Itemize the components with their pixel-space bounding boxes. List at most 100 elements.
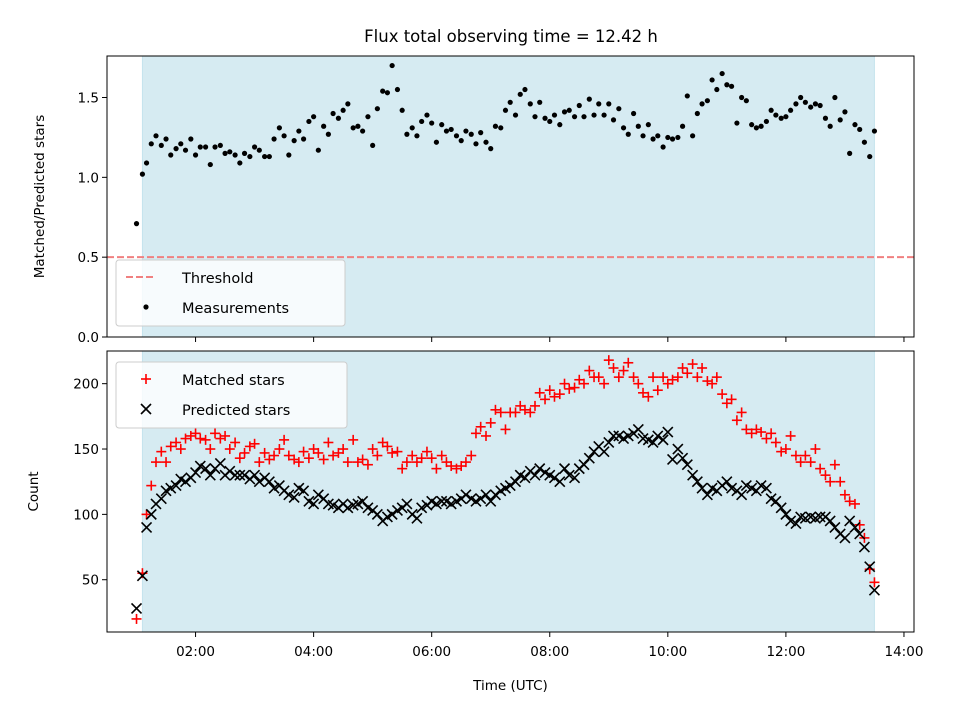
measurement-point: [276, 125, 282, 131]
measurement-point: [537, 99, 543, 105]
matched-star-point: [426, 453, 437, 464]
measurement-point: [527, 101, 533, 107]
y-tick-label: 1.5: [78, 91, 99, 107]
measurement-point: [517, 91, 523, 97]
matched-star-point: [470, 428, 481, 439]
measurement-point: [743, 98, 749, 104]
matched-star-point: [667, 374, 678, 385]
measurement-point: [463, 128, 469, 134]
measurement-point: [251, 144, 258, 150]
legend-label-measurements: Measurements: [182, 301, 289, 317]
measurement-point: [758, 123, 764, 129]
measurement-point: [616, 106, 622, 112]
measurement-point: [468, 131, 474, 137]
measurement-point: [709, 77, 715, 83]
measurement-point: [188, 136, 194, 142]
predicted-star-point: [145, 508, 157, 520]
predicted-star-point: [327, 499, 339, 511]
measurement-point: [596, 101, 602, 107]
matched-star-point: [756, 427, 767, 438]
measurement-point: [655, 133, 661, 139]
matched-star-point: [421, 446, 432, 457]
measurement-point: [679, 123, 686, 129]
matched-star-point: [829, 459, 840, 470]
matched-star-point: [210, 428, 221, 439]
measurement-point: [439, 122, 445, 128]
predicted-star-point: [136, 570, 148, 582]
y-tick-label: 0.0: [78, 330, 99, 346]
predicted-star-point: [829, 521, 841, 534]
matched-star-point: [687, 359, 698, 370]
matched-star-point: [313, 447, 324, 458]
legend-predicted-swatch: [140, 403, 152, 415]
predicted-star-point: [607, 430, 620, 442]
matched-star-point: [165, 441, 176, 452]
measurement-point: [694, 110, 700, 117]
predicted-star-point: [253, 476, 265, 488]
matched-star-point: [274, 444, 285, 455]
matched-star-point: [190, 428, 201, 439]
predicted-star-point: [691, 476, 703, 488]
predicted-star-point: [647, 436, 659, 449]
matched-star-point: [490, 404, 501, 415]
measurement-point: [478, 130, 484, 136]
y-tick-label: 0.5: [78, 250, 99, 266]
measurement-point: [419, 118, 425, 125]
predicted-star-point: [485, 495, 497, 507]
measurement-point: [788, 107, 794, 113]
measurement-point: [606, 101, 612, 107]
matched-star-point: [770, 437, 781, 448]
predicted-star-point: [755, 480, 767, 492]
predicted-star-point: [849, 521, 861, 534]
matched-star-point: [692, 372, 703, 383]
measurement-point: [857, 126, 863, 133]
predicted-star-point: [662, 426, 674, 438]
y-tick-label: 100: [73, 507, 99, 523]
matched-star-point: [682, 368, 693, 379]
measurement-point: [182, 147, 189, 153]
measurement-point: [749, 122, 755, 128]
measurement-point: [202, 144, 209, 150]
x-tick-label: 04:00: [294, 644, 333, 660]
bottom-panel: 50 100 150 200 02:00 04:00 06:00 08:00 10:00 12:0…: [26, 350, 923, 694]
measurement-point: [498, 125, 504, 131]
measurement-point: [404, 131, 410, 137]
predicted-star-point: [844, 515, 856, 527]
matched-star-point: [731, 415, 742, 426]
matched-star-point: [279, 434, 290, 445]
measurement-point: [778, 115, 784, 121]
measurement-point: [148, 141, 154, 147]
matched-star-point: [416, 453, 427, 464]
predicted-star-point: [155, 493, 167, 505]
measurement-point: [724, 82, 730, 88]
measurement-point: [281, 133, 287, 139]
predicted-star-point: [519, 472, 531, 484]
legend-label-matched: Matched stars: [182, 373, 285, 389]
measurement-point: [822, 115, 829, 121]
predicted-star-point: [179, 476, 192, 488]
legend-matched-swatch: [141, 374, 151, 384]
matched-star-point: [849, 498, 860, 509]
matched-star-point: [436, 450, 447, 461]
matched-star-point: [338, 444, 349, 455]
measurement-point: [660, 144, 666, 150]
measurement-point: [852, 122, 858, 128]
predicted-star-point: [263, 476, 275, 488]
matched-star-point: [584, 365, 595, 376]
matched-star-point: [628, 372, 639, 383]
predicted-star-point: [824, 515, 836, 527]
measurement-point: [492, 123, 499, 129]
measurement-point: [635, 123, 641, 129]
matched-star-point: [446, 461, 457, 472]
matched-star-point: [495, 407, 506, 418]
measurement-point: [365, 114, 371, 120]
measurement-point: [429, 120, 435, 126]
matched-star-point: [658, 372, 669, 383]
measurement-point: [728, 83, 735, 89]
predicted-star-point: [342, 502, 354, 514]
predicted-star-point: [460, 489, 472, 501]
measurement-point: [384, 90, 391, 96]
measurement-point: [488, 146, 494, 152]
matched-star-point: [392, 446, 403, 457]
matched-star-point: [131, 613, 142, 624]
